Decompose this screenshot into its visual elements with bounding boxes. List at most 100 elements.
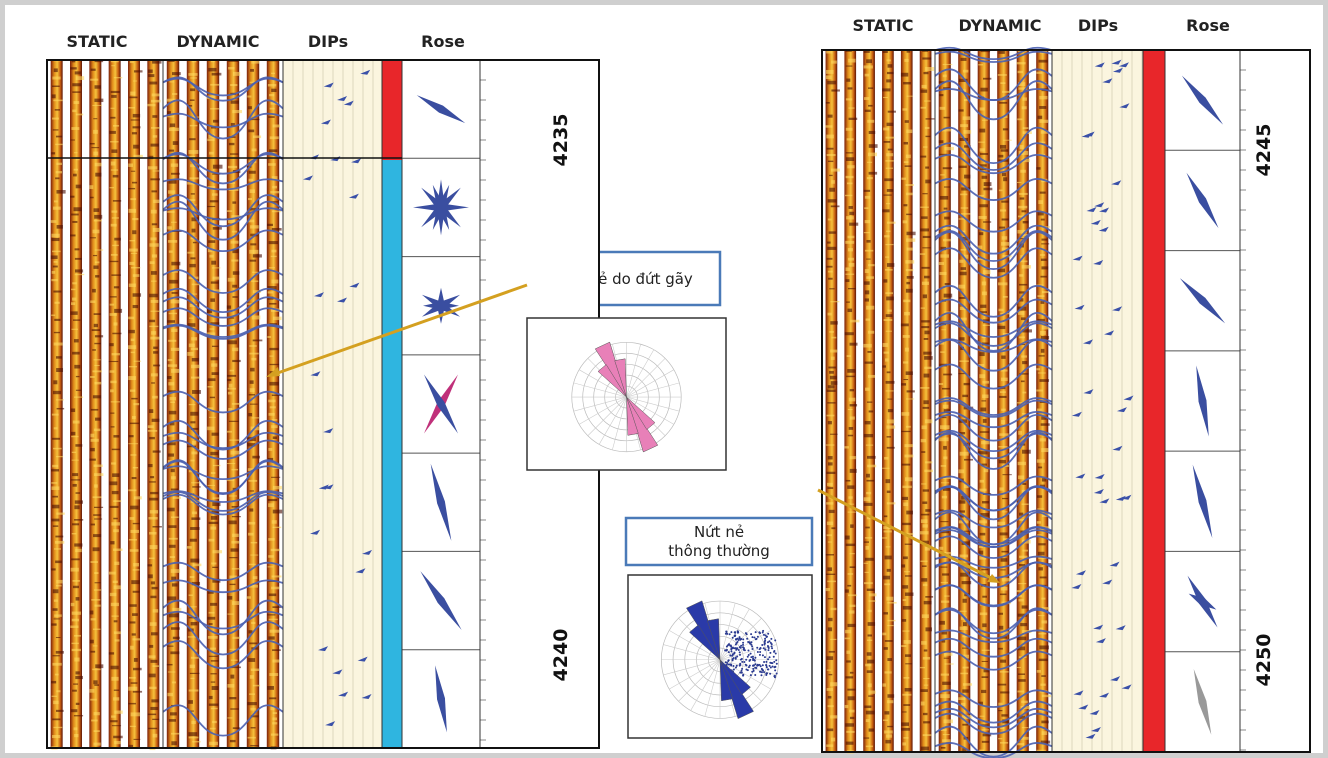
texture: [942, 496, 947, 499]
texture: [850, 553, 855, 554]
texture: [1039, 379, 1049, 382]
texture: [252, 272, 258, 273]
texture: [1022, 605, 1028, 608]
pole-dot: [759, 648, 761, 650]
texture: [151, 210, 157, 214]
texture: [980, 88, 987, 92]
texture: [850, 469, 857, 473]
texture: [903, 556, 908, 559]
texture: [131, 398, 137, 400]
texture: [115, 639, 120, 641]
texture: [829, 188, 835, 192]
texture: [959, 500, 965, 503]
texture: [93, 514, 101, 516]
pole-dot: [734, 631, 736, 633]
texture: [886, 153, 893, 156]
texture: [885, 640, 893, 642]
texture: [270, 406, 276, 408]
pole-dot: [734, 635, 736, 637]
texture: [826, 444, 834, 445]
texture: [982, 501, 989, 503]
texture: [229, 421, 239, 422]
texture: [53, 525, 59, 526]
texture: [1003, 140, 1012, 141]
texture: [1020, 145, 1024, 149]
texture: [171, 488, 178, 490]
texture: [1003, 177, 1007, 181]
texture: [74, 152, 78, 153]
texture: [132, 182, 137, 184]
pole-dot: [750, 644, 752, 646]
texture: [111, 65, 115, 66]
texture: [72, 612, 81, 615]
texture: [1022, 97, 1026, 100]
texture: [56, 690, 60, 692]
texture: [168, 382, 174, 385]
texture: [848, 696, 855, 700]
texture: [826, 125, 833, 127]
texture: [905, 348, 909, 352]
texture: [134, 739, 141, 740]
texture: [74, 658, 79, 662]
texture: [846, 176, 854, 178]
texture: [94, 507, 103, 508]
texture: [826, 554, 834, 555]
texture: [999, 396, 1007, 398]
texture: [1001, 587, 1008, 591]
texture: [831, 169, 840, 172]
texture: [998, 74, 1007, 76]
texture: [251, 622, 255, 624]
texture: [866, 492, 871, 494]
texture: [905, 654, 911, 657]
texture: [211, 708, 218, 710]
texture: [1001, 242, 1009, 246]
texture: [132, 613, 138, 616]
texture: [920, 689, 927, 692]
pole-dot: [773, 675, 775, 677]
texture: [230, 675, 234, 679]
texture: [980, 153, 988, 155]
texture: [848, 624, 856, 627]
texture: [847, 485, 854, 488]
texture: [1023, 127, 1029, 129]
texture: [151, 271, 157, 275]
texture: [1039, 355, 1045, 356]
texture: [249, 250, 258, 254]
texture: [924, 100, 930, 101]
texture: [129, 745, 133, 747]
texture: [921, 307, 925, 308]
texture: [848, 248, 853, 251]
texture: [90, 651, 95, 653]
texture: [945, 283, 950, 285]
texture: [150, 622, 157, 626]
texture: [979, 216, 987, 219]
texture: [959, 166, 967, 168]
texture: [826, 75, 832, 79]
depth-label: 4240: [550, 629, 572, 682]
pole-dot: [770, 667, 772, 669]
texture: [167, 693, 173, 696]
texture: [252, 417, 259, 418]
texture: [167, 116, 174, 117]
pole-dot: [748, 660, 750, 662]
texture: [113, 581, 118, 583]
texture: [944, 719, 953, 723]
texture: [94, 518, 102, 519]
texture: [71, 558, 80, 560]
texture: [94, 215, 102, 219]
texture: [192, 390, 201, 394]
texture: [923, 584, 928, 587]
texture: [886, 425, 895, 428]
texture: [110, 720, 117, 722]
texture: [231, 241, 239, 244]
texture: [250, 225, 259, 228]
texture: [1041, 598, 1045, 600]
texture: [132, 132, 137, 134]
texture: [981, 690, 986, 693]
texture: [94, 365, 99, 366]
texture: [54, 200, 58, 202]
texture: [129, 249, 138, 252]
texture: [93, 680, 97, 684]
texture: [963, 683, 972, 686]
texture: [209, 696, 213, 699]
